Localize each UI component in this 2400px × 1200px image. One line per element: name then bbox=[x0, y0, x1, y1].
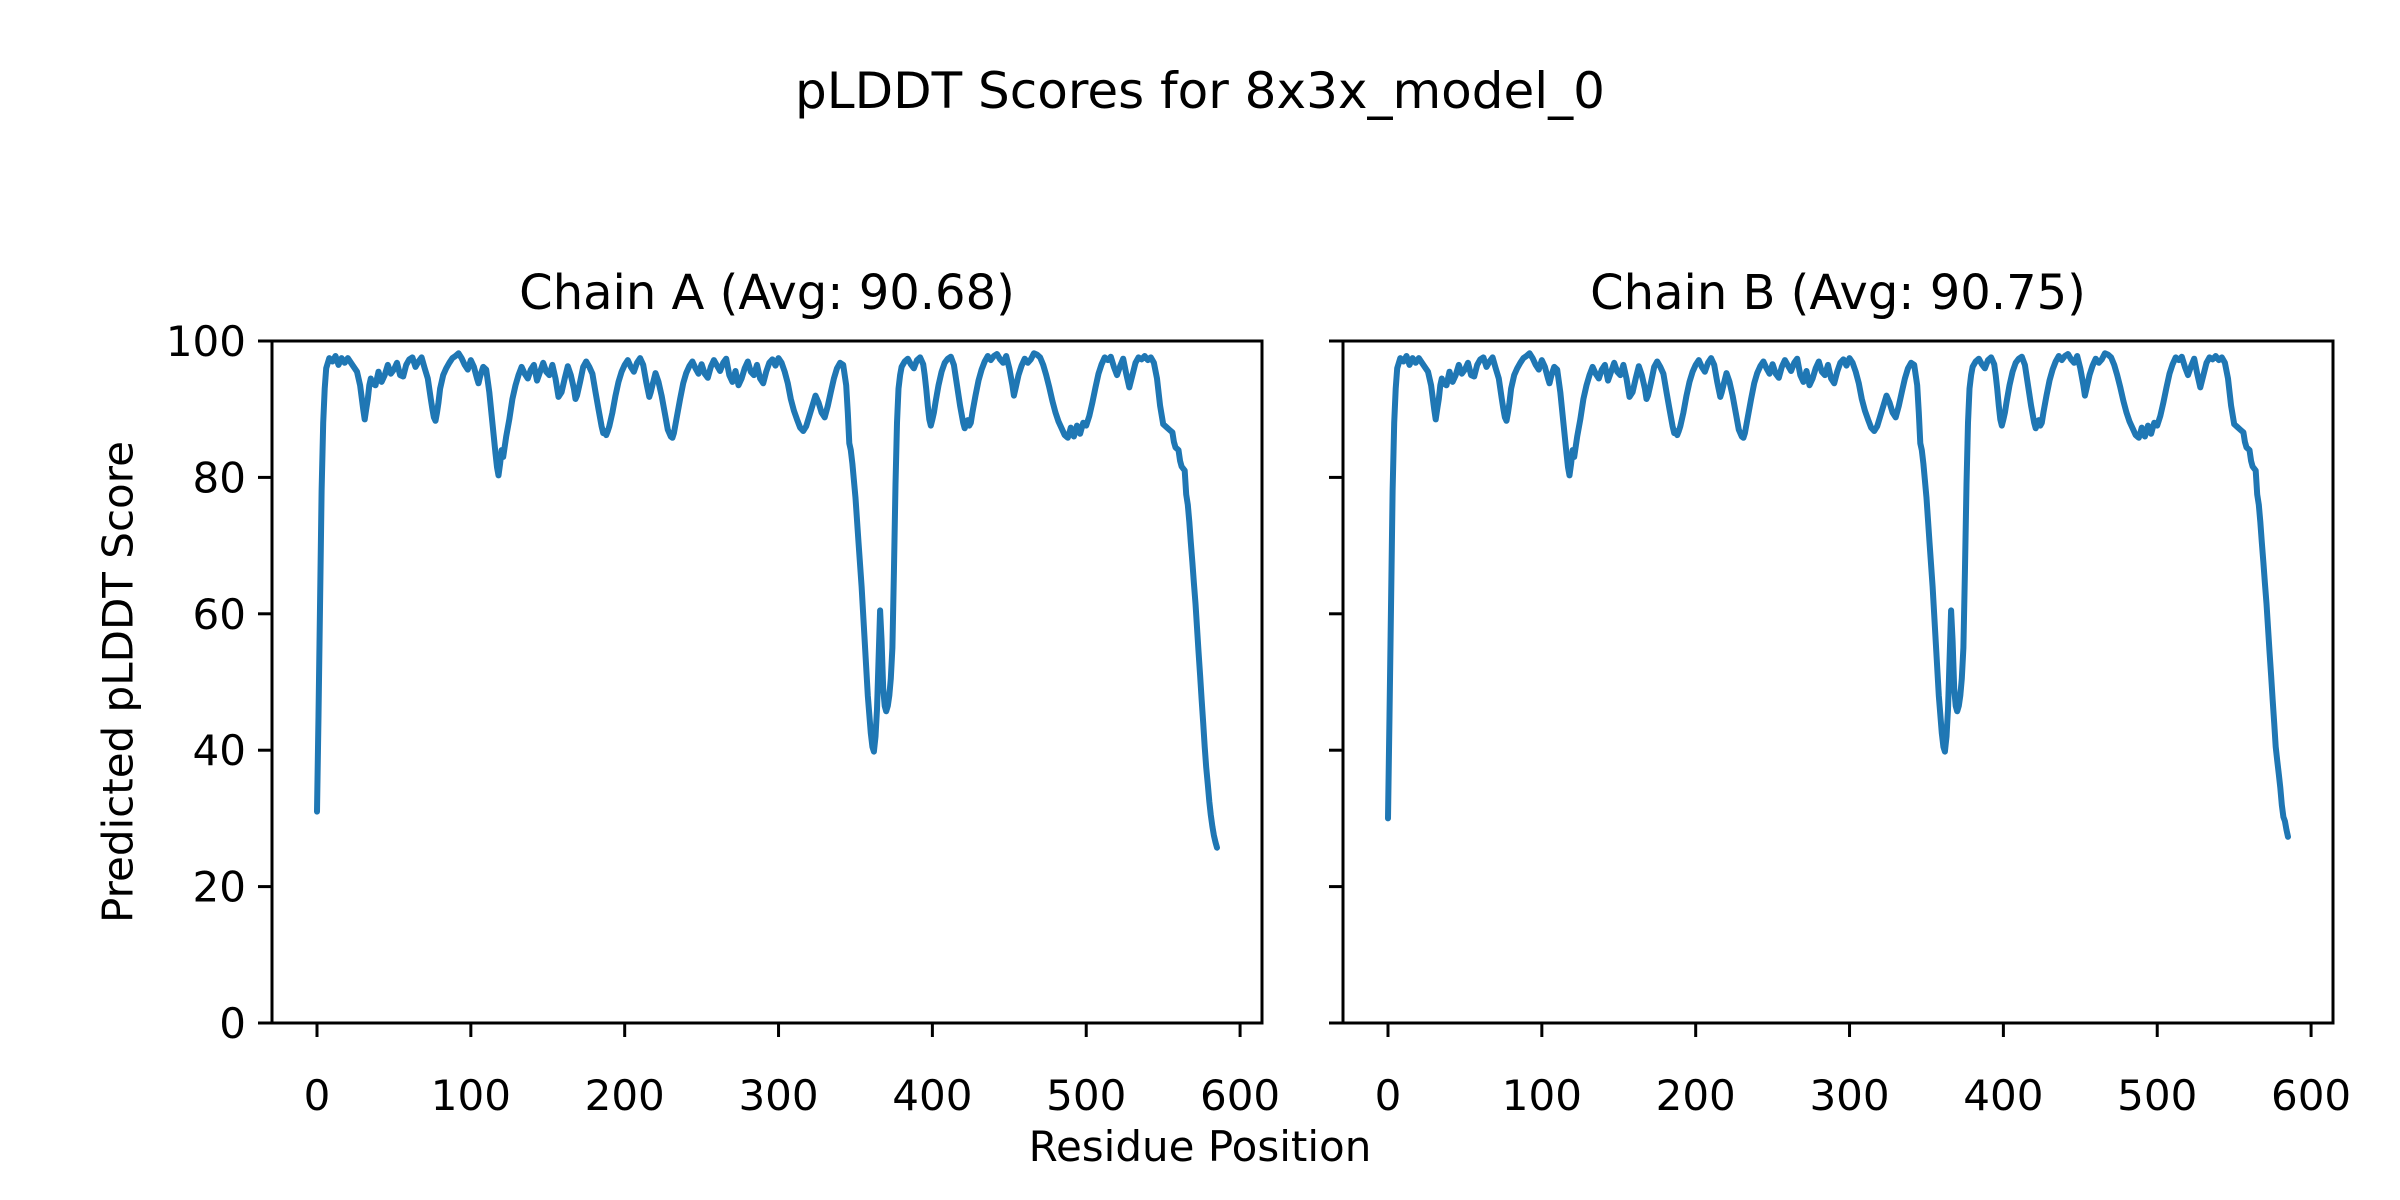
x-tick-label: 400 bbox=[892, 1071, 972, 1120]
y-tick-label: 60 bbox=[193, 590, 246, 639]
x-tick-label: 400 bbox=[1963, 1071, 2043, 1120]
y-tick-label: 100 bbox=[166, 317, 246, 366]
chain-a-subplot-title: Chain A (Avg: 90.68) bbox=[519, 265, 1015, 321]
x-tick-label: 100 bbox=[1502, 1071, 1582, 1120]
y-tick-label: 40 bbox=[193, 726, 246, 775]
x-axis-label: Residue Position bbox=[1028, 1122, 1372, 1171]
x-tick-label: 500 bbox=[2117, 1071, 2197, 1120]
x-tick-label: 100 bbox=[431, 1071, 511, 1120]
x-tick-label: 200 bbox=[1656, 1071, 1736, 1120]
y-tick-label: 20 bbox=[193, 863, 246, 912]
y-tick-label: 0 bbox=[219, 999, 246, 1048]
chain-b-subplot-title: Chain B (Avg: 90.75) bbox=[1590, 265, 2086, 321]
x-tick-label: 200 bbox=[585, 1071, 665, 1120]
chain-b-plot-area: 0 100 200 300 400 500 600 bbox=[1329, 339, 2351, 1120]
x-tick-label: 600 bbox=[1200, 1071, 1280, 1120]
plddt-series-chain-b bbox=[1385, 350, 2291, 840]
x-tick-label: 300 bbox=[738, 1071, 818, 1120]
x-tick-label: 0 bbox=[304, 1071, 331, 1120]
plddt-series-chain-a bbox=[314, 350, 1220, 851]
plddt-line-chart-chain-a: 0 100 200 300 400 500 600 0 20 40 60 80 100 bbox=[166, 317, 1280, 1120]
y-tick-label: 80 bbox=[193, 453, 246, 502]
x-tick-label: 0 bbox=[1375, 1071, 1402, 1120]
x-tick-label: 600 bbox=[2271, 1071, 2351, 1120]
axes-spines bbox=[1341, 339, 2335, 1025]
x-tick-label: 300 bbox=[1809, 1071, 1889, 1120]
chain-a-plot-area: 0 100 200 300 400 500 600 0 20 40 60 80 100 bbox=[166, 317, 1280, 1120]
axes-spines bbox=[270, 339, 1264, 1025]
plddt-line-chart-chain-b: 0 100 200 300 400 500 600 bbox=[1329, 339, 2351, 1120]
x-tick-label: 500 bbox=[1046, 1071, 1126, 1120]
figure-title: pLDDT Scores for 8x3x_model_0 bbox=[795, 62, 1605, 120]
y-axis-label: Predicted pLDDT Score bbox=[93, 441, 143, 923]
